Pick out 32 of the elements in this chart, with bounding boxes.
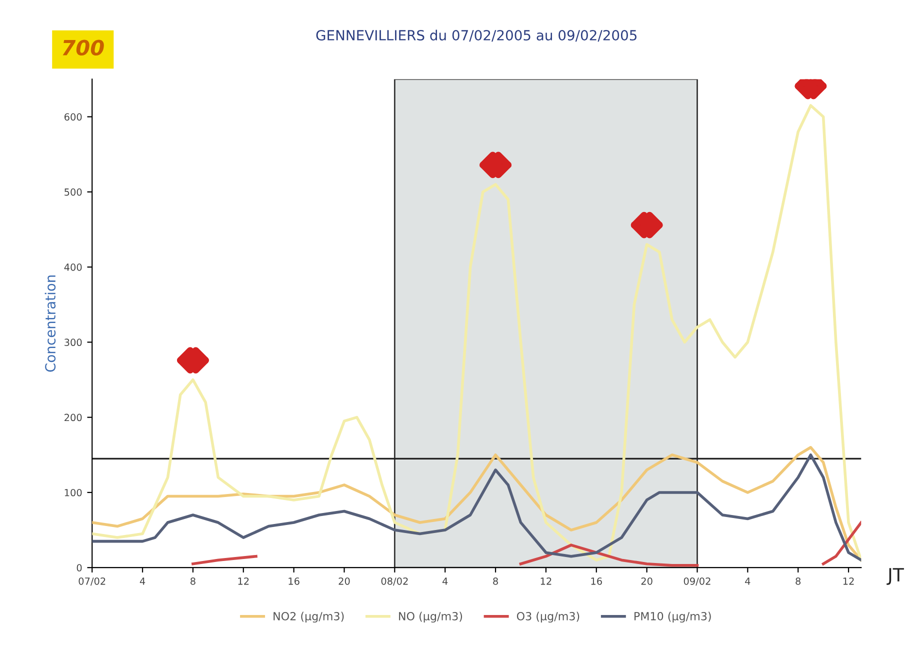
x-tick-label: 4: [140, 578, 146, 585]
x-tick-label: 12: [540, 577, 552, 585]
y-tick-label: 0: [76, 564, 82, 572]
y-axis-title: Concentration: [44, 275, 56, 372]
x-tick-label: 8: [796, 577, 801, 585]
legend-label: NO (µg/m3): [399, 612, 462, 623]
chart-title: GENNEVILLIERS du 07/02/2005 au 09/02/2005: [316, 30, 636, 42]
y-tick-label: 100: [64, 488, 82, 496]
y-tick-label: 500: [64, 188, 82, 196]
x-tick-label: 8: [493, 577, 498, 585]
legend-label: NO2 (µg/m3): [274, 612, 344, 623]
y-tick-label: 200: [64, 414, 82, 422]
x-tick-label: 16: [591, 577, 602, 585]
legend-label: O3 (µg/m3): [516, 612, 580, 623]
text: 700: [62, 40, 104, 56]
x-tick-label: 16: [288, 577, 300, 585]
x-tick-label: 20: [641, 577, 652, 585]
x-tick-label: 4: [745, 578, 750, 585]
x-tick-label: 20: [338, 577, 350, 585]
x-axis-title: JT: [886, 568, 904, 585]
x-tick-label: 09/02: [684, 577, 710, 586]
line-series: [92, 104, 862, 562]
x-tick-label: 12: [843, 577, 854, 585]
x-tick-label: 08/02: [381, 577, 408, 586]
y-tick-label: 300: [64, 338, 82, 346]
legend-label: PM10 (µg/m3): [634, 612, 711, 623]
y-tick-label: 600: [64, 113, 82, 121]
x-tick-label: 4: [442, 578, 448, 585]
y-tick-label: 400: [64, 264, 82, 271]
x-tick-label: 8: [190, 577, 196, 585]
x-tick-label: 07/02: [78, 577, 106, 586]
x-tick-label: 12: [238, 577, 249, 585]
